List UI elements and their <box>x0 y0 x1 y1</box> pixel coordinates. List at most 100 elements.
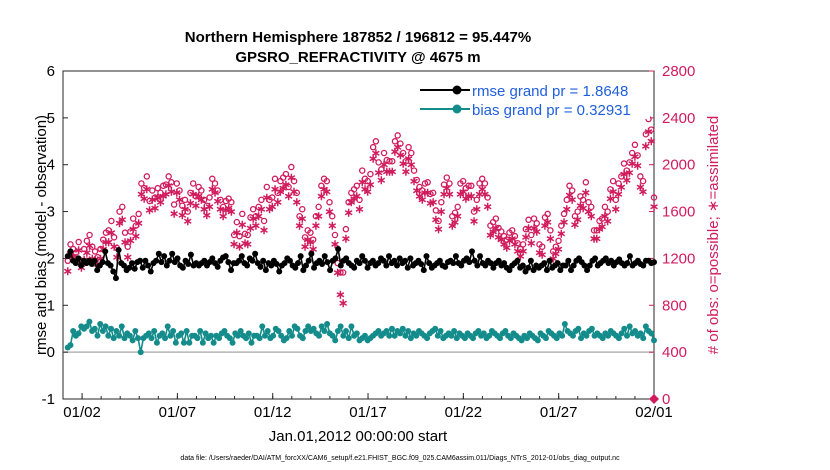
obs-assimilated-point: ∗ <box>232 225 242 239</box>
obs-assimilated-point: ∗ <box>384 165 394 179</box>
obs-assimilated-point: ∗ <box>354 202 364 216</box>
bias-point <box>618 330 625 337</box>
x-tick-label: 02/01 <box>635 404 673 421</box>
obs-possible-point <box>547 227 554 234</box>
rmse-point <box>501 260 508 267</box>
bias-point <box>361 332 368 339</box>
obs-possible-point <box>470 208 478 215</box>
obs-assimilated-point: ∗ <box>401 165 411 179</box>
bias-point <box>461 335 468 342</box>
bias-point <box>375 328 382 335</box>
rmse-point <box>163 262 170 269</box>
obs-assimilated-point: ∗ <box>305 235 315 249</box>
rmse-point <box>626 253 633 260</box>
obs-assimilated-point: ∗ <box>597 220 607 234</box>
obs-assimilated-point: ∗ <box>436 204 446 218</box>
rmse-point <box>153 257 160 264</box>
obs-assimilated-point: ∗ <box>251 218 261 232</box>
obs-possible-point <box>206 194 213 201</box>
obs-possible-point <box>154 184 161 192</box>
y-right-tick-label: 2800 <box>662 63 695 80</box>
bias-point <box>605 332 612 339</box>
obs-possible-point <box>530 215 538 222</box>
bias-point <box>561 321 568 328</box>
bias-point <box>486 332 493 339</box>
obs-assimilated-point: ∗ <box>551 247 561 261</box>
y-left-tick-label: 2 <box>47 250 55 267</box>
obs-possible-point <box>478 175 486 183</box>
rmse-point <box>332 255 339 262</box>
obs-assimilated-point: ∗ <box>455 187 465 201</box>
obs-assimilated-point: ∗ <box>349 192 359 206</box>
obs-assimilated-point: ∗ <box>333 265 343 279</box>
obs-assimilated-point: ∗ <box>142 182 152 196</box>
obs-assimilated-point: ∗ <box>428 195 438 209</box>
obs-possible-point <box>105 227 112 234</box>
obs-assimilated-point: ∗ <box>543 215 553 229</box>
bias-point <box>126 332 133 339</box>
obs-assimilated-point: ∗ <box>564 188 574 202</box>
bias-point <box>388 325 395 332</box>
obs-assimilated-point: ∗ <box>611 202 621 216</box>
obs-assimilated-point: ∗ <box>98 242 108 256</box>
rmse-point <box>570 262 577 269</box>
obs-assimilated-point: ∗ <box>101 235 111 249</box>
rmse-point <box>466 259 473 266</box>
obs-possible-point <box>285 183 292 191</box>
bias-point <box>116 332 123 339</box>
bias-point <box>451 328 458 335</box>
rmse-point <box>557 267 564 274</box>
obs-possible-point <box>312 213 320 220</box>
rmse-point <box>99 259 106 266</box>
obs-assimilated-point: ∗ <box>360 182 370 196</box>
bias-point <box>286 328 293 335</box>
obs-assimilated-point: ∗ <box>374 166 384 180</box>
bias-point <box>318 323 325 330</box>
obs-possible-point <box>634 152 641 159</box>
bias-point <box>637 330 644 337</box>
obs-possible-point <box>358 167 366 174</box>
bias-point <box>99 328 106 335</box>
bias-point <box>167 332 174 339</box>
obs-possible-point <box>200 196 208 204</box>
bias-point <box>67 342 74 349</box>
obs-assimilated-point: ∗ <box>237 217 247 231</box>
obs-assimilated-point: ∗ <box>641 139 651 153</box>
obs-possible-point <box>468 182 475 190</box>
rmse-point <box>477 253 484 260</box>
obs-assimilated-point: ∗ <box>254 209 264 223</box>
obs-assimilated-point: ∗ <box>74 243 84 257</box>
obs-assimilated-point: ∗ <box>605 192 615 206</box>
obs-possible-point <box>582 179 590 186</box>
bias-point <box>97 321 104 328</box>
y-left-tick-label: 6 <box>47 63 55 80</box>
obs-possible-point <box>566 182 573 190</box>
rmse-point <box>300 267 307 274</box>
obs-possible-point <box>451 209 459 216</box>
bias-point <box>180 339 187 346</box>
rmse-point <box>343 255 350 262</box>
obs-assimilated-point: ∗ <box>649 200 659 214</box>
obs-assimilated-point: ∗ <box>278 181 288 195</box>
obs-possible-point <box>604 208 611 215</box>
rmse-point <box>166 257 173 264</box>
rmse-point <box>458 262 465 269</box>
obs-assimilated-point: ∗ <box>406 158 416 172</box>
obs-possible-point <box>473 196 481 204</box>
obs-assimilated-point: ∗ <box>494 230 504 244</box>
rmse-point <box>335 246 342 253</box>
obs-possible-point <box>282 170 290 178</box>
obs-possible-point <box>146 197 153 205</box>
rmse-point <box>327 267 334 274</box>
obs-assimilated-point: ∗ <box>185 196 195 210</box>
rmse-point <box>222 253 229 260</box>
obs-possible-point <box>315 203 322 211</box>
obs-assimilated-point: ∗ <box>265 202 275 216</box>
obs-assimilated-point: ∗ <box>414 189 424 203</box>
rmse-point <box>145 262 152 269</box>
bias-point <box>248 339 255 346</box>
bias-point <box>621 325 628 332</box>
obs-assimilated-point: ∗ <box>352 189 362 203</box>
obs-assimilated-point: ∗ <box>267 200 277 214</box>
bias-point <box>270 332 277 339</box>
